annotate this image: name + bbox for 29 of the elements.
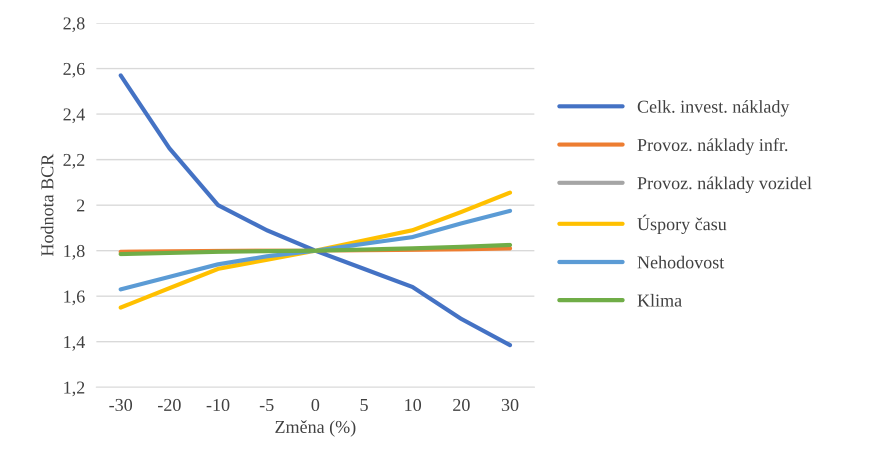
x-tick-label: 5 [360, 399, 368, 412]
x-tick-label: 20 [453, 398, 470, 412]
y-tick-label: 1,4 [64, 336, 85, 351]
x-tick-label: -10 [206, 398, 230, 412]
y-tick-label: 2,6 [63, 62, 85, 78]
line-series [118, 242, 512, 256]
x-tick-label: 30 [502, 398, 518, 412]
legend-label: Klima [638, 294, 682, 307]
x-tick-label: 0 [312, 398, 320, 412]
y-tick-label: 2,4 [63, 108, 85, 124]
legend-label: Úspory času [637, 214, 726, 234]
x-tick-label: -30 [109, 398, 132, 412]
legend-label: Provoz. náklady infr. [638, 138, 788, 155]
line-series [118, 73, 512, 348]
y-tick-label: 1,8 [64, 244, 85, 260]
y-tick-label: 1,2 [64, 382, 84, 396]
legend-label: Celk. invest. náklady [638, 100, 790, 117]
y-tick-label: 1,6 [64, 290, 85, 306]
legend-label: Nehodovost [638, 256, 724, 268]
y-tick-label: 2,8 [63, 17, 85, 32]
x-tick-label: -5 [260, 399, 274, 412]
line-series [118, 208, 512, 292]
x-tick-label: 10 [405, 398, 422, 412]
x-tick-label: -20 [158, 398, 181, 412]
y-tick-label: 2 [77, 199, 84, 212]
legend-label: Provoz. náklady vozidel [638, 176, 812, 193]
x-axis-title: Změna (%) [275, 420, 356, 437]
y-tick-label: 2,2 [63, 154, 84, 169]
y-axis-title: Hodnota BCR [40, 154, 54, 256]
